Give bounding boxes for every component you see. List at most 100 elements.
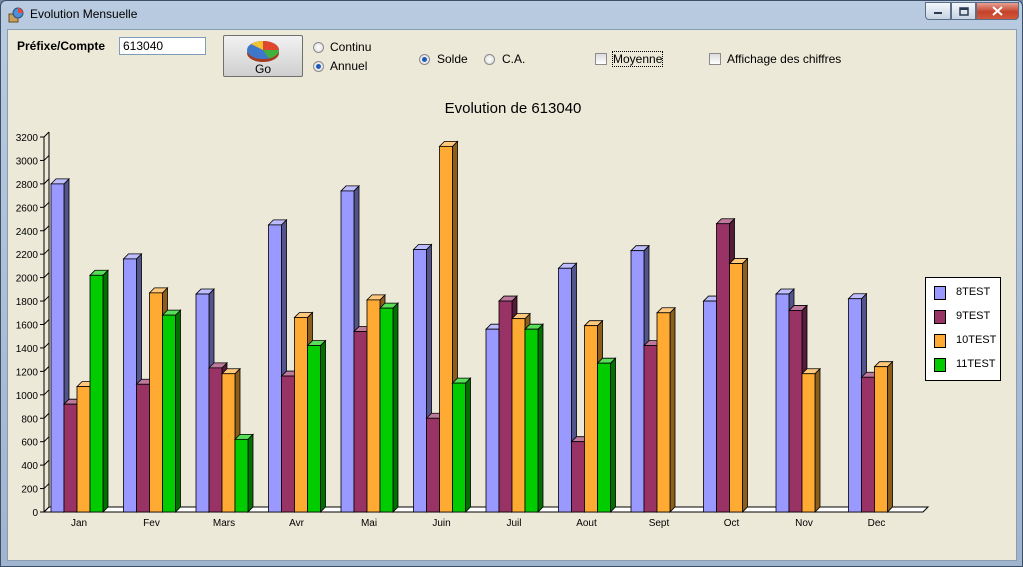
continu-radio[interactable] [313,42,324,53]
moyenne-label: Moyenne [611,51,664,67]
account-input[interactable] [119,37,206,55]
x-tick-label: Jan [71,518,87,529]
bar [729,263,743,513]
bar [195,293,210,513]
x-tick-label: Juil [506,518,521,529]
bar [136,383,150,513]
y-tick-depth [43,131,50,138]
x-tick-label: Fev [143,518,160,529]
legend-swatch [934,358,946,372]
bar-side [320,339,326,513]
bar [439,145,453,513]
y-tick-depth [43,225,50,232]
y-tick-label: 600 [21,438,38,449]
bar [643,345,658,513]
y-tick-depth [43,319,50,325]
y-tick-label: 1600 [16,321,39,332]
legend-label: 9TEST [956,310,991,322]
moyenne-checkbox[interactable] [595,53,607,65]
bar [353,331,368,513]
bar [630,250,645,513]
y-tick-label: 200 [21,485,38,496]
y-tick-depth [43,483,50,489]
y-tick-depth [43,155,50,161]
y-tick-label: 3200 [16,133,39,144]
continu-label: Continu [330,40,372,54]
bar [76,386,91,513]
bar [584,325,598,513]
bar [848,298,862,513]
close-button[interactable] [976,2,1019,20]
bar-side [537,323,544,513]
y-tick-label: 0 [32,508,38,519]
bar-side [669,306,676,513]
ca-radio[interactable] [484,54,495,65]
bar [281,375,295,513]
y-tick-label: 3000 [16,156,39,167]
y-tick-depth [43,178,50,185]
bar-side [175,309,181,513]
y-tick-label: 1400 [16,344,39,355]
y-tick-depth [43,248,50,255]
minimize-button[interactable] [925,2,951,20]
bar [366,299,381,513]
bar-side [247,433,254,513]
x-tick-label: Nov [795,518,813,529]
main-panel: Préfixe/Compte Go Continu Annuel Solde C… [7,29,1017,561]
bar [221,373,236,513]
bar [89,274,104,513]
bar [452,382,466,513]
legend-label: 8TEST [956,286,991,298]
y-tick-label: 2800 [16,180,39,191]
pie-chart-icon [247,40,280,62]
bar-side [814,367,821,513]
ca-label: C.A. [502,52,526,66]
x-tick-label: Avr [289,518,304,529]
bar [413,249,427,513]
y-tick-depth [43,272,50,278]
y-tick-depth [43,436,50,443]
bar-side [610,357,616,513]
bar-side [465,377,471,513]
bar [558,267,572,513]
window-title: Evolution Mensuelle [30,7,138,21]
y-tick-label: 2400 [16,227,39,238]
chart-legend: 8TEST 9TEST 10TEST 11TEST [925,277,1001,381]
legend-label: 11TEST [956,358,996,370]
x-tick-label: Mai [361,518,377,529]
prefix-account-label: Préfixe/Compte [17,39,106,53]
app-icon [8,7,24,23]
affichage-chiffres-checkbox[interactable] [709,53,721,65]
bar [861,376,875,513]
bar [524,328,539,513]
go-button[interactable]: Go [223,35,303,77]
y-tick-label: 2000 [16,274,39,285]
x-tick-label: Oct [724,518,740,529]
bar-chart: 0 200 400 600 800 1000 1200 1400 1600 1800 2000 220… [16,131,930,529]
title-bar[interactable]: Evolution Mensuelle [1,1,1022,29]
solde-radio[interactable] [419,54,430,65]
go-label: Go [254,62,271,76]
y-tick-depth [43,389,50,396]
bar [294,317,308,513]
bar-side [742,257,748,513]
y-tick-depth [43,412,50,419]
maximize-button[interactable] [951,2,976,20]
minimize-icon [934,12,942,14]
annuel-label: Annuel [330,59,368,73]
bar [788,310,803,513]
bar [511,318,526,513]
x-tick-label: Sept [649,518,670,529]
annuel-radio[interactable] [313,61,324,72]
solde-label: Solde [437,52,468,66]
bar [307,345,321,513]
y-tick-depth [43,201,50,208]
maximize-icon [958,6,969,16]
chart-title: Evolution de 613040 [444,100,582,117]
y-tick-depth [43,342,50,349]
x-tick-label: Dec [868,518,886,529]
bar [597,362,611,513]
bar [208,367,223,513]
x-tick-label: Mars [213,518,235,529]
